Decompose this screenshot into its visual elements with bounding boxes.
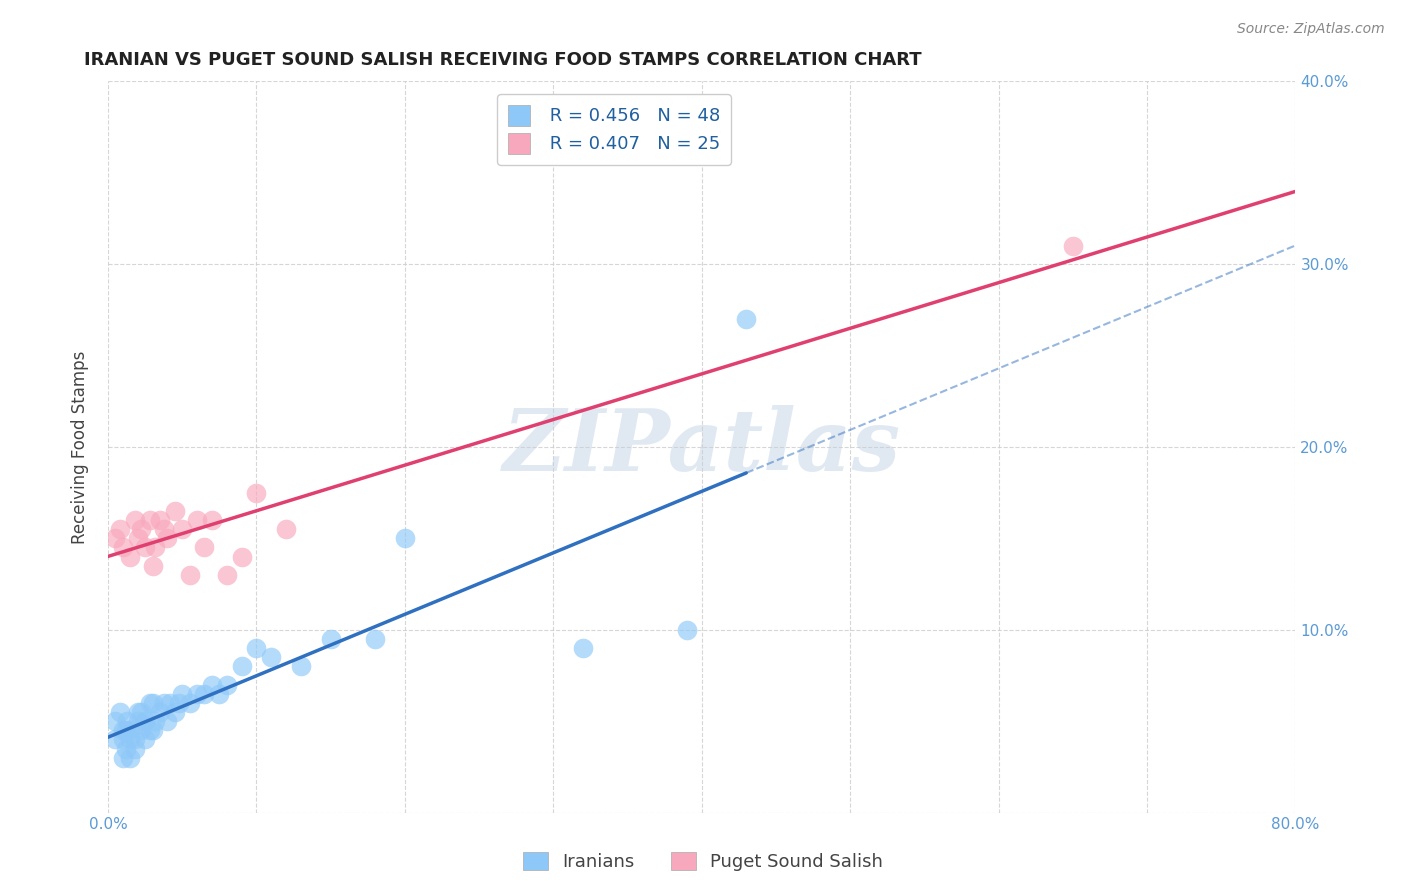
- Point: [186, 513, 208, 527]
- Point: [153, 696, 176, 710]
- Point: [231, 549, 253, 564]
- Point: [141, 723, 163, 738]
- Point: [129, 522, 152, 536]
- Point: [149, 513, 172, 527]
- Point: [163, 504, 186, 518]
- Point: [129, 705, 152, 719]
- Point: [394, 532, 416, 546]
- Point: [572, 640, 595, 655]
- Point: [108, 522, 131, 536]
- Point: [153, 522, 176, 536]
- Point: [124, 741, 146, 756]
- Legend: Iranians, Puget Sound Salish: Iranians, Puget Sound Salish: [516, 845, 890, 879]
- Point: [201, 677, 224, 691]
- Point: [290, 659, 312, 673]
- Point: [156, 714, 179, 728]
- Point: [215, 677, 238, 691]
- Point: [208, 687, 231, 701]
- Point: [127, 714, 149, 728]
- Point: [104, 532, 127, 546]
- Point: [124, 732, 146, 747]
- Point: [215, 568, 238, 582]
- Point: [319, 632, 342, 646]
- Point: [111, 723, 134, 738]
- Point: [676, 623, 699, 637]
- Point: [120, 750, 142, 764]
- Point: [114, 723, 136, 738]
- Point: [186, 687, 208, 701]
- Point: [120, 723, 142, 738]
- Text: IRANIAN VS PUGET SOUND SALISH RECEIVING FOOD STAMPS CORRELATION CHART: IRANIAN VS PUGET SOUND SALISH RECEIVING …: [84, 51, 922, 69]
- Point: [145, 541, 167, 555]
- Point: [120, 732, 142, 747]
- Text: Source: ZipAtlas.com: Source: ZipAtlas.com: [1237, 22, 1385, 37]
- Point: [163, 705, 186, 719]
- Point: [114, 741, 136, 756]
- Point: [138, 723, 160, 738]
- Point: [127, 532, 149, 546]
- Point: [120, 549, 142, 564]
- Point: [167, 696, 190, 710]
- Point: [193, 541, 215, 555]
- Point: [735, 312, 758, 326]
- Point: [104, 714, 127, 728]
- Point: [111, 541, 134, 555]
- Point: [124, 513, 146, 527]
- Point: [156, 532, 179, 546]
- Point: [179, 696, 201, 710]
- Point: [117, 714, 139, 728]
- Legend:  R = 0.456   N = 48,  R = 0.407   N = 25: R = 0.456 N = 48, R = 0.407 N = 25: [496, 94, 731, 165]
- Point: [193, 687, 215, 701]
- Point: [260, 650, 283, 665]
- Point: [149, 705, 172, 719]
- Point: [245, 485, 267, 500]
- Point: [134, 541, 156, 555]
- Point: [145, 714, 167, 728]
- Point: [138, 696, 160, 710]
- Point: [1062, 239, 1084, 253]
- Point: [111, 732, 134, 747]
- Point: [201, 513, 224, 527]
- Point: [141, 558, 163, 573]
- Point: [274, 522, 297, 536]
- Point: [111, 750, 134, 764]
- Point: [179, 568, 201, 582]
- Point: [172, 687, 194, 701]
- Y-axis label: Receiving Food Stamps: Receiving Food Stamps: [72, 351, 89, 543]
- Point: [231, 659, 253, 673]
- Point: [108, 705, 131, 719]
- Point: [134, 732, 156, 747]
- Point: [129, 723, 152, 738]
- Point: [134, 714, 156, 728]
- Point: [104, 732, 127, 747]
- Point: [127, 705, 149, 719]
- Point: [138, 513, 160, 527]
- Point: [159, 696, 181, 710]
- Point: [172, 522, 194, 536]
- Point: [141, 696, 163, 710]
- Point: [364, 632, 387, 646]
- Text: ZIPatlas: ZIPatlas: [503, 405, 901, 489]
- Point: [245, 640, 267, 655]
